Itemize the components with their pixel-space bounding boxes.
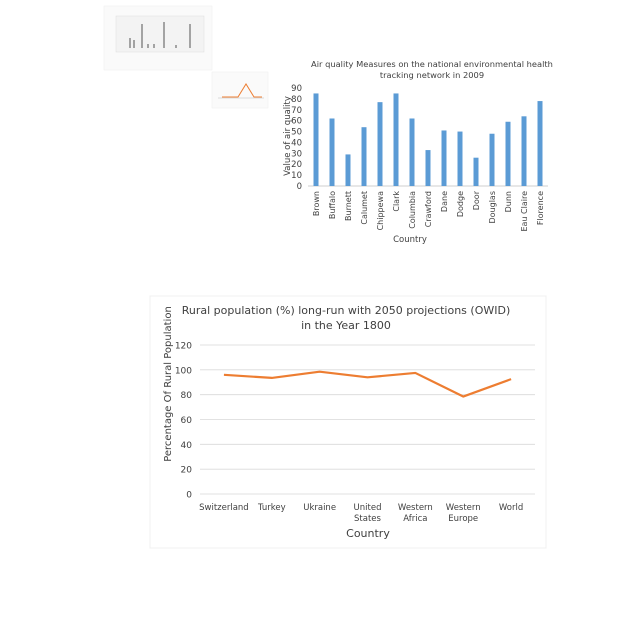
x-tick-label: Dodge [456,191,465,217]
y-tick-label: 60 [181,416,193,426]
x-tick-label: Western [446,503,481,513]
bar [409,118,415,186]
y-tick-label: 100 [175,366,192,376]
y-tick-label: 80 [181,391,193,401]
x-tick-label: Africa [403,514,427,524]
bar [361,127,367,186]
bar [505,121,511,186]
x-axis-label: Country [393,235,427,245]
x-tick-label: Douglas [488,191,497,224]
bar [425,150,431,186]
bar [377,102,383,186]
y-tick-label: 40 [291,138,302,148]
bar [313,93,319,186]
bar [473,157,479,186]
y-tick-label: 0 [297,182,302,192]
x-tick-label: Burnett [344,191,353,221]
x-tick-label: Calumet [360,191,369,225]
y-tick-label: 20 [291,160,302,170]
x-tick-label: Ukraine [303,503,336,513]
bar [393,93,399,186]
x-tick-label: Buffalo [328,191,337,219]
y-tick-label: 0 [186,491,192,501]
x-axis-label: Country [346,527,390,540]
y-tick-label: 30 [291,149,302,159]
y-axis-label: Value of air quality [283,96,293,176]
y-tick-label: 40 [181,441,193,451]
x-tick-label: Europe [448,514,478,524]
y-tick-label: 70 [291,106,302,116]
x-tick-label: Dane [440,191,449,212]
x-tick-label: Clark [392,191,401,212]
y-tick-label: 60 [291,117,302,127]
x-tick-label: Florence [536,191,545,225]
y-tick-label: 80 [291,95,302,105]
y-tick-label: 120 [175,342,192,352]
bar [345,154,351,186]
x-tick-label: World [499,503,523,513]
x-tick-label: Switzerland [199,503,249,513]
chart-title: Air quality Measures on the national env… [311,59,553,69]
x-tick-label: Chippewa [376,191,385,231]
x-tick-label: Columbia [408,191,417,229]
x-tick-label: Crawford [424,191,433,227]
air-quality-bar-chart: Air quality Measures on the national env… [283,59,553,245]
y-tick-label: 20 [181,466,193,476]
x-tick-label: Western [398,503,433,513]
x-tick-label: States [354,514,381,524]
bar [457,131,463,186]
chart-title: Rural population (%) long-run with 2050 … [182,304,511,317]
bar [441,130,447,186]
bar [489,133,495,186]
y-tick-label: 50 [291,128,302,138]
thumbnail-bar-chart [103,5,213,71]
x-tick-label: Dunn [504,191,513,212]
y-axis-label: Percentage Of Rural Population [163,306,174,462]
bar [521,116,527,186]
x-tick-label: Brown [312,191,321,216]
x-tick-label: Turkey [257,503,286,513]
chart-subtitle: in the Year 1800 [301,319,391,332]
thumbnail-line-chart [211,71,269,109]
rural-population-line-chart: Rural population (%) long-run with 2050 … [149,295,547,549]
chart-title: tracking network in 2009 [380,70,484,80]
x-tick-label: United [354,503,382,513]
y-tick-label: 10 [291,171,302,181]
y-tick-label: 90 [291,84,302,94]
bar [537,101,543,186]
x-tick-label: Eau Claire [520,191,529,232]
x-tick-label: Door [472,190,481,210]
bar [329,118,335,186]
